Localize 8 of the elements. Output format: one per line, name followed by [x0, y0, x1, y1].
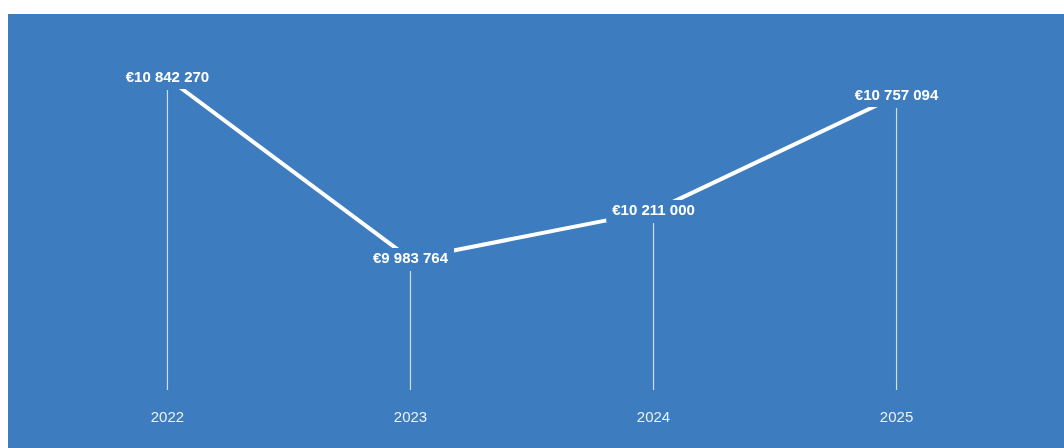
data-label: €10 211 000 — [612, 201, 695, 219]
x-tick-label: 2022 — [150, 408, 185, 426]
x-tick-label: 2023 — [393, 408, 428, 426]
data-label: €10 842 270 — [125, 68, 210, 86]
data-label: €10 757 094 — [854, 86, 939, 104]
x-tick-label: 2025 — [879, 408, 914, 426]
data-label: €9 983 764 — [372, 249, 449, 267]
x-tick-label: 2024 — [636, 408, 671, 426]
